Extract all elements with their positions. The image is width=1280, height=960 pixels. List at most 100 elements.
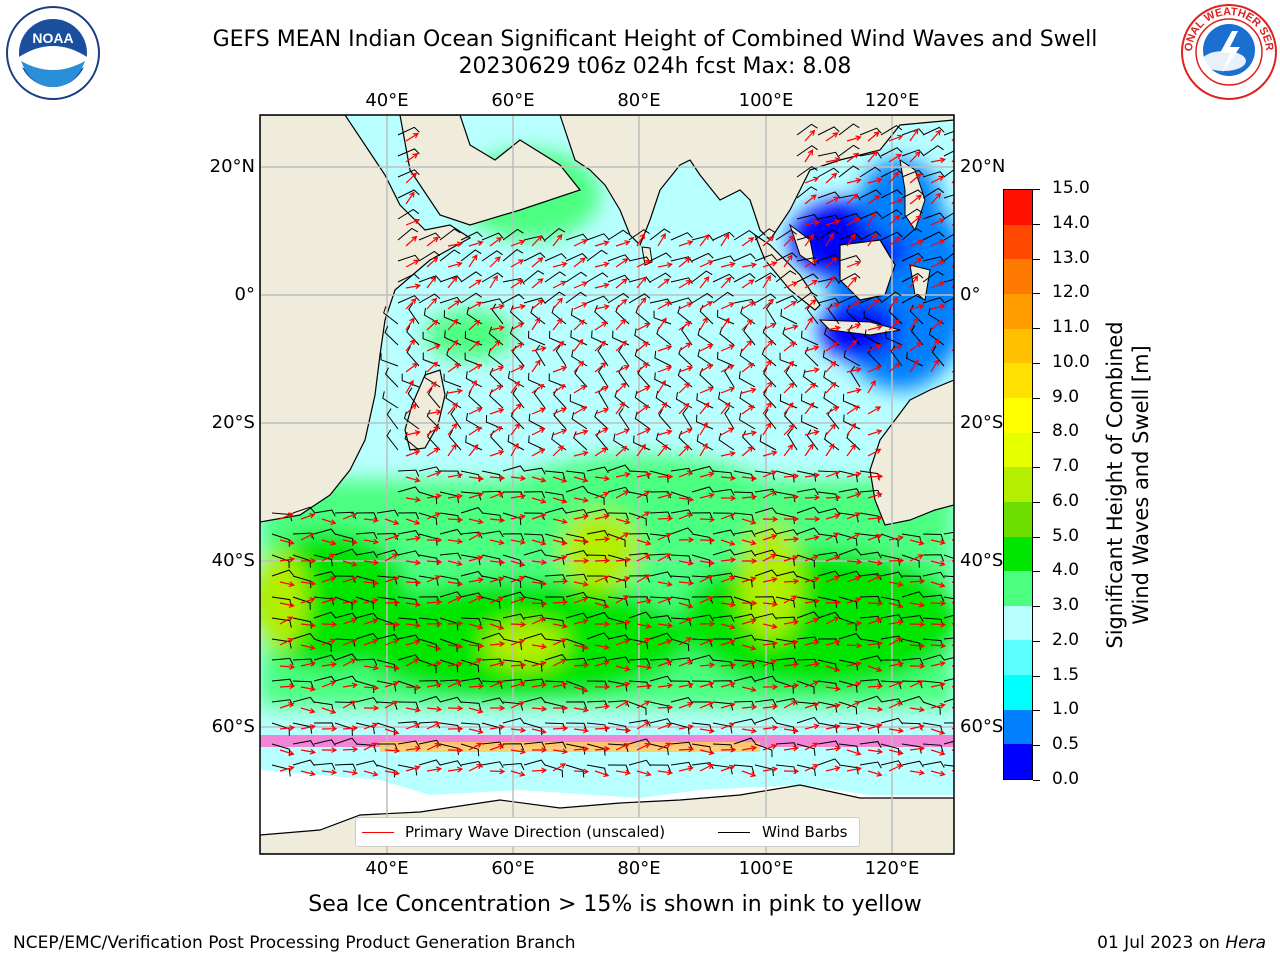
wave-direction-arrow xyxy=(594,407,610,415)
wind-barb xyxy=(528,435,546,451)
wave-direction-arrow xyxy=(741,339,753,352)
wave-direction-arrow xyxy=(531,359,541,373)
wave-direction-arrow xyxy=(825,157,841,163)
wind-barb xyxy=(565,764,585,778)
wind-barb xyxy=(765,302,777,325)
wave-direction-arrow xyxy=(489,596,504,604)
wind-barb xyxy=(481,272,504,283)
wave-direction-arrow xyxy=(342,746,359,753)
wave-direction-arrow xyxy=(447,766,464,773)
wave-direction-arrow xyxy=(762,401,772,415)
wind-barb xyxy=(670,232,693,241)
colorbar-segment xyxy=(1004,432,1032,468)
wave-direction-arrow xyxy=(846,620,863,627)
wave-direction-arrow xyxy=(489,623,505,630)
wind-barb xyxy=(634,348,651,367)
wind-barb xyxy=(796,291,818,304)
wind-barb xyxy=(787,428,798,451)
wind-barb xyxy=(712,488,735,496)
wind-barb xyxy=(292,759,315,767)
wind-barb xyxy=(439,696,462,704)
wave-direction-arrow xyxy=(300,724,316,730)
wind-barb xyxy=(628,759,651,767)
wave-direction-arrow xyxy=(804,443,814,457)
wave-direction-arrow xyxy=(678,402,690,415)
wave-direction-arrow xyxy=(699,233,710,247)
wave-direction-arrow xyxy=(510,748,527,755)
wind-barb xyxy=(628,532,651,541)
wave-direction-arrow xyxy=(804,742,819,751)
wave-direction-arrow xyxy=(447,596,462,604)
wind-barb xyxy=(670,554,692,563)
wave-direction-arrow xyxy=(531,539,547,546)
wave-direction-arrow xyxy=(909,150,921,163)
wave-direction-arrow xyxy=(531,256,544,268)
wave-direction-arrow xyxy=(489,304,505,310)
wind-barb xyxy=(670,761,693,769)
wind-barb xyxy=(796,273,819,283)
wave-direction-arrow xyxy=(783,382,795,394)
wave-direction-arrow xyxy=(720,681,736,688)
wave-direction-arrow xyxy=(594,725,611,732)
chart-title: GEFS MEAN Indian Ocean Significant Heigh… xyxy=(212,27,1098,52)
wave-direction-arrow xyxy=(741,770,757,778)
wave-direction-arrow xyxy=(552,681,568,688)
wind-barb xyxy=(426,409,441,430)
wind-barb xyxy=(796,680,815,695)
wave-direction-arrow xyxy=(447,241,464,248)
colorbar-segment xyxy=(1004,640,1032,676)
wind-barb xyxy=(408,303,420,325)
wind-barb xyxy=(523,297,546,304)
wind-barb xyxy=(658,408,672,430)
wave-direction-arrow xyxy=(699,727,716,734)
wave-direction-arrow xyxy=(552,763,567,772)
wave-direction-arrow xyxy=(804,402,815,415)
wave-direction-arrow xyxy=(405,362,419,373)
wind-barb xyxy=(397,486,420,493)
wind-barb xyxy=(943,233,954,241)
wave-direction-arrow xyxy=(762,381,773,394)
wind-barb xyxy=(334,653,357,661)
wave-direction-arrow xyxy=(888,296,899,310)
wind-barb xyxy=(313,596,335,606)
wave-direction-arrow xyxy=(657,492,673,499)
wave-direction-arrow xyxy=(657,742,672,751)
wave-direction-arrow xyxy=(699,681,715,688)
wind-barb xyxy=(460,507,483,514)
wind-barb xyxy=(544,764,564,778)
wind-barb xyxy=(397,530,420,537)
wind-barb xyxy=(523,491,546,499)
wave-direction-arrow xyxy=(888,602,904,609)
wave-direction-arrow xyxy=(615,518,631,525)
wave-direction-arrow xyxy=(594,644,610,650)
wave-direction-arrow xyxy=(678,365,694,373)
wave-direction-arrow xyxy=(615,471,631,478)
wave-direction-arrow xyxy=(531,660,547,667)
wind-barb xyxy=(880,124,903,136)
wave-direction-arrow xyxy=(825,616,840,625)
wind-barb xyxy=(376,680,397,692)
wave-direction-arrow xyxy=(405,235,418,247)
wave-direction-arrow xyxy=(762,470,778,478)
wind-barb xyxy=(376,659,396,672)
wind-barb xyxy=(909,304,924,325)
wave-direction-arrow xyxy=(804,617,820,625)
wave-direction-arrow xyxy=(846,300,860,310)
wave-direction-arrow xyxy=(825,702,841,709)
wave-direction-arrow xyxy=(930,358,939,373)
wave-direction-arrow xyxy=(909,128,919,142)
wave-direction-arrow xyxy=(300,685,317,692)
wave-direction-arrow xyxy=(594,746,611,752)
wave-direction-arrow xyxy=(636,260,651,268)
wind-barb xyxy=(355,531,378,540)
wave-direction-arrow xyxy=(930,218,946,226)
wave-direction-arrow xyxy=(888,661,905,668)
wind-barb xyxy=(901,169,924,178)
wind-barb xyxy=(334,763,357,771)
wave-direction-arrow xyxy=(804,367,820,373)
wave-direction-arrow xyxy=(426,558,443,565)
wave-direction-arrow xyxy=(762,766,779,773)
lat-label-right: 20°N xyxy=(960,156,1006,177)
wave-direction-arrow xyxy=(405,706,422,713)
wave-direction-arrow xyxy=(699,316,708,331)
